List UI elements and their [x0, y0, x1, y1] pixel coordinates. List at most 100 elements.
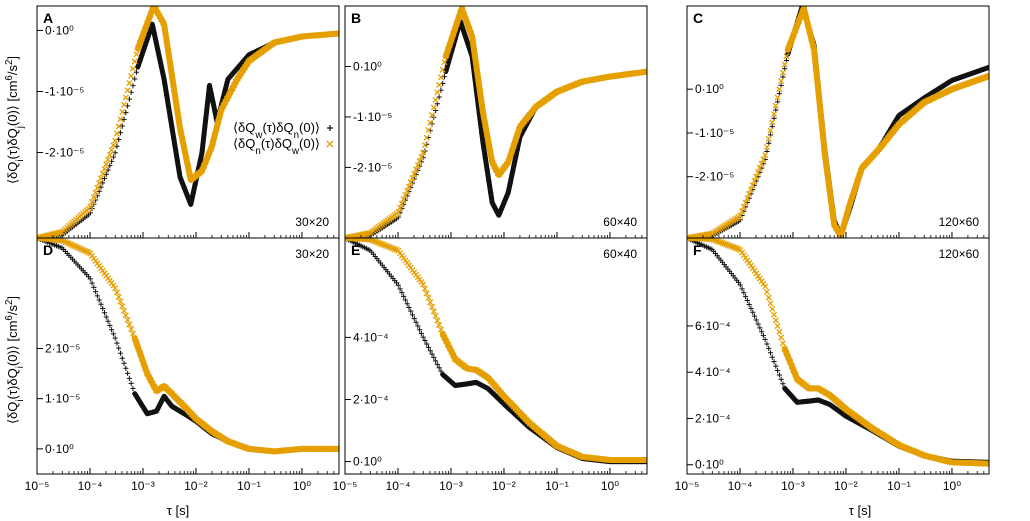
data-point-cross	[434, 89, 441, 96]
data-point-cross	[728, 243, 735, 250]
data-point-plus	[746, 301, 752, 308]
data-point-cross	[710, 238, 717, 243]
series-wn-panel-E	[345, 238, 647, 465]
series-nw-panel-A	[37, 6, 339, 238]
data-point-cross	[115, 294, 122, 301]
data-point-cross	[753, 173, 760, 180]
data-point-cross	[430, 104, 437, 111]
series-wn-panel-F	[687, 238, 989, 466]
data-point-plus	[128, 380, 134, 386]
grid-size-label: 120×60	[939, 215, 980, 229]
data-point-cross	[57, 229, 64, 236]
data-point-cross	[404, 187, 411, 194]
data-point-plus	[743, 294, 749, 300]
data-point-cross	[715, 238, 723, 245]
series-trace	[442, 6, 647, 178]
y-tick-label: 0·10⁰	[353, 455, 382, 469]
data-point-cross	[434, 317, 441, 324]
x-tick-label: 10⁰	[943, 479, 961, 493]
data-point-cross	[756, 164, 763, 172]
y-tick-label: -2·10⁻⁵	[695, 170, 734, 184]
y-tick-label: 0·10⁰	[695, 82, 724, 96]
data-point-plus	[116, 345, 122, 351]
data-point-cross	[769, 305, 776, 313]
panel-A: 0·10⁰ -1·10⁻⁵ -2·10⁻⁵ A 30×20	[36, 5, 340, 239]
data-point-cross	[769, 119, 776, 126]
data-point-cross	[762, 283, 769, 290]
data-point-cross	[122, 94, 129, 101]
data-point-cross	[747, 186, 755, 193]
data-point-plus	[427, 348, 433, 354]
data-point-cross	[119, 303, 126, 310]
x-tick-label: 10⁻¹	[237, 479, 261, 493]
data-point-cross	[412, 166, 420, 173]
data-point-plus	[737, 282, 743, 288]
data-point-cross	[427, 299, 434, 306]
series-trace	[440, 372, 647, 465]
data-point-cross	[427, 119, 434, 126]
x-tick-label: 10⁻²	[492, 479, 516, 493]
data-point-plus	[401, 293, 407, 299]
data-point-cross	[432, 312, 439, 320]
data-point-cross	[739, 208, 746, 215]
x-tick-label: 10⁻²	[834, 479, 858, 493]
data-point-cross	[37, 234, 41, 238]
data-point-plus	[89, 280, 95, 286]
data-point-cross	[778, 334, 785, 341]
data-point-plus	[101, 310, 108, 316]
y-tick-label: 1·10⁻⁵	[45, 392, 80, 406]
data-point-cross	[117, 116, 124, 123]
data-point-cross	[113, 289, 121, 296]
x-tick-label: 10⁻⁴	[728, 479, 753, 493]
series-wn-panel-D	[37, 238, 339, 454]
data-point-cross	[776, 86, 783, 93]
data-point-cross	[754, 169, 762, 176]
data-point-plus	[119, 123, 125, 129]
data-point-plus	[750, 309, 756, 315]
data-point-plus	[121, 360, 127, 366]
data-point-cross	[762, 152, 769, 159]
data-point-cross	[423, 290, 430, 297]
panel-D: 0·10⁰ 1·10⁻⁵ 2·10⁻⁵ 10⁻⁵ 10⁻⁴ 10⁻³ 10⁻² 10⁻¹ 10⁰…	[25, 237, 340, 493]
data-point-plus	[399, 290, 405, 296]
y-tick-label: 0·10⁰	[353, 60, 382, 74]
data-point-plus	[132, 76, 138, 82]
data-point-plus	[757, 325, 763, 331]
data-point-cross	[389, 245, 397, 252]
data-point-cross	[126, 321, 133, 328]
series-wn-panel-B	[345, 18, 647, 238]
data-point-cross	[721, 240, 728, 247]
data-point-cross	[436, 321, 443, 329]
data-point-plus	[103, 171, 109, 177]
data-point-plus	[125, 370, 131, 376]
data-point-plus	[438, 368, 444, 374]
data-point-cross	[425, 294, 432, 301]
data-point-plus	[103, 314, 109, 320]
data-point-plus	[751, 313, 758, 319]
data-point-cross	[726, 242, 733, 249]
data-point-cross	[124, 87, 131, 94]
data-point-plus	[424, 341, 430, 347]
series-wn-panel-C	[687, 6, 989, 238]
panel-letter: D	[43, 242, 53, 258]
data-point-cross	[436, 81, 443, 88]
series-trace	[784, 6, 989, 238]
y-tick-label: 0·10⁰	[45, 23, 74, 37]
y-tick-label: 6·10⁻⁴	[695, 319, 731, 333]
data-point-plus	[395, 282, 401, 288]
y-axis-title-top: ⟨δQi(τ)δQj(0)⟩ [cm6/s2]	[4, 56, 26, 184]
data-point-cross	[103, 161, 110, 168]
data-point-plus	[739, 286, 745, 292]
data-point-plus	[112, 150, 118, 156]
y-tick-label: -1·10⁻⁵	[45, 84, 84, 98]
data-point-cross	[39, 233, 46, 238]
data-point-cross	[41, 233, 48, 238]
x-tick-label: 10⁻³	[131, 479, 155, 493]
data-point-cross	[423, 134, 430, 141]
data-point-cross	[767, 300, 774, 307]
data-point-cross	[112, 284, 119, 292]
data-point-cross	[382, 242, 389, 249]
data-point-plus	[123, 109, 129, 116]
data-point-plus	[100, 305, 106, 312]
data-point-cross	[119, 108, 126, 115]
